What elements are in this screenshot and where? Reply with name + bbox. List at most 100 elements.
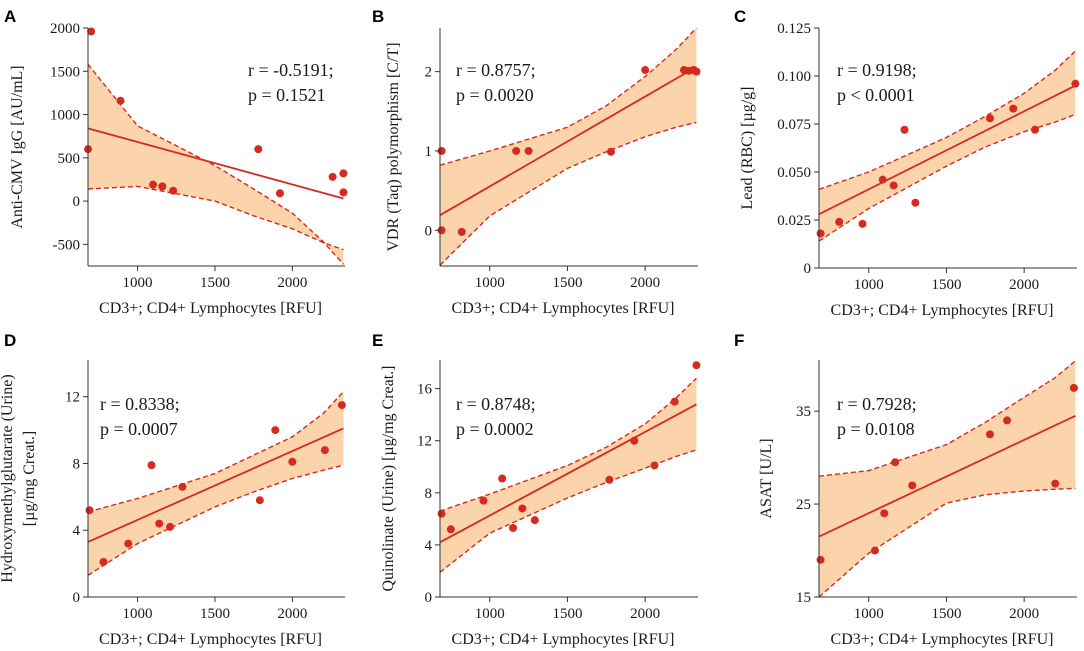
data-point-e-3	[479, 496, 488, 505]
x-axis-title-d: CD3+; CD4+ Lymphocytes [RFU]	[99, 631, 322, 648]
data-point-c-11	[1071, 79, 1080, 88]
data-point-c-10	[1031, 125, 1040, 134]
data-point-e-4	[498, 474, 507, 483]
data-point-d-1	[85, 506, 94, 515]
r-value-a: r = -0.5191;	[248, 60, 334, 80]
p-value-d: p = 0.0007	[100, 419, 178, 439]
ci-upper-line-e	[440, 377, 697, 512]
y-tick-label-f-2: 35	[796, 404, 811, 420]
x-axis-title-b: CD3+; CD4+ Lymphocytes [RFU]	[452, 300, 675, 317]
y-axis-title-e: Quinolinate (Urine) [µg/mg Creat.]	[380, 365, 397, 591]
y-axis-title-d-line-1: Hydroxymethylglutarate (Urine)	[0, 374, 16, 582]
y-tick-label-d-1: 4	[73, 523, 81, 539]
data-point-b-6	[606, 147, 615, 156]
y-tick-label-f-0: 15	[796, 590, 811, 606]
data-point-a-7	[254, 145, 263, 154]
y-axis-title-c: Lead (RBC) [µg/g]	[739, 87, 756, 210]
data-point-f-6	[985, 430, 994, 439]
y-tick-label-a-0: -500	[53, 237, 81, 253]
regression-line-e	[440, 403, 697, 544]
data-point-e-11	[670, 397, 679, 406]
data-point-c-7	[911, 198, 920, 207]
p-value-a: p = 0.1521	[248, 85, 326, 105]
y-tick-label-c-3: 0.075	[777, 117, 811, 133]
plot-area-a	[88, 63, 345, 265]
data-point-a-5	[158, 182, 167, 191]
ci-lower-line-c	[819, 113, 1076, 242]
confidence-band-d	[88, 391, 344, 576]
confidence-band-f	[819, 360, 1076, 597]
x-tick-label-f-0: 1000	[854, 606, 884, 622]
x-tick-label-d-1: 1500	[200, 606, 230, 622]
plot-area-e	[440, 377, 697, 573]
ci-upper-line-c	[819, 50, 1076, 190]
y-tick-label-c-5: 0.125	[777, 21, 811, 37]
y-tick-label-b-1: 1	[425, 144, 433, 160]
data-point-e-7	[530, 516, 539, 525]
data-point-a-11	[339, 169, 348, 178]
data-point-a-9	[328, 172, 337, 181]
data-point-c-6	[900, 125, 909, 134]
x-tick-label-f-2: 2000	[1009, 606, 1039, 622]
ci-lower-line-f	[819, 487, 1076, 597]
data-point-f-2	[870, 546, 879, 555]
x-axis-title-e: CD3+; CD4+ Lymphocytes [RFU]	[452, 631, 675, 648]
panel-letter-e: E	[372, 331, 383, 350]
data-point-e-2	[446, 525, 455, 534]
data-point-b-7	[641, 66, 650, 75]
r-value-e: r = 0.8748;	[456, 394, 536, 414]
p-value-f: p = 0.0108	[837, 419, 915, 439]
data-point-c-1	[816, 229, 825, 238]
data-point-d-3	[124, 539, 133, 548]
data-point-c-2	[835, 217, 844, 226]
y-tick-label-e-2: 8	[425, 486, 433, 502]
x-tick-label-e-2: 2000	[630, 606, 660, 622]
data-point-b-3	[457, 227, 466, 236]
panel-letter-a: A	[4, 7, 16, 26]
x-tick-label-a-1: 1500	[200, 275, 230, 291]
y-tick-label-a-2: 500	[58, 151, 81, 167]
plot-area-f	[819, 360, 1076, 597]
data-point-f-3	[880, 509, 889, 518]
y-tick-label-e-4: 16	[417, 382, 433, 398]
data-point-e-6	[518, 504, 527, 513]
panel-a: -500 0 500 1000 1500 2000 1000 1500 2000 CD3+; CD…	[4, 7, 348, 317]
y-tick-label-c-1: 0.025	[777, 213, 811, 229]
data-point-f-7	[1003, 416, 1012, 425]
regression-line-d	[88, 427, 344, 543]
y-tick-label-a-3: 1000	[50, 108, 80, 124]
data-point-c-5	[889, 181, 898, 190]
panel-f: 15 25 35 1000 1500 2000 CD3+; CD4+ Lymphocytes…	[734, 331, 1078, 648]
data-point-e-1	[437, 509, 446, 518]
data-point-b-5	[524, 146, 533, 155]
data-point-f-9	[1069, 383, 1078, 392]
confidence-band-b	[440, 28, 697, 266]
data-point-a-10	[339, 188, 348, 197]
confidence-band-c	[819, 51, 1076, 242]
x-tick-label-e-1: 1500	[552, 606, 582, 622]
p-value-e: p = 0.0002	[456, 419, 534, 439]
data-point-d-2	[99, 557, 108, 566]
x-tick-label-c-1: 1500	[931, 277, 961, 293]
data-point-a-3	[116, 96, 125, 105]
y-tick-label-d-0: 0	[73, 590, 81, 606]
panel-letter-c: C	[734, 7, 746, 26]
y-axis-title-d-line-2: [µg/mg Creat.]	[21, 431, 38, 526]
x-tick-label-b-0: 1000	[475, 275, 505, 291]
ci-upper-line-a	[88, 63, 345, 265]
data-point-b-4	[512, 146, 521, 155]
data-point-a-6	[169, 186, 178, 195]
x-tick-label-d-0: 1000	[123, 606, 153, 622]
data-point-b-11	[692, 67, 701, 76]
y-tick-label-e-0: 0	[425, 590, 433, 606]
data-point-d-8	[255, 496, 264, 505]
data-point-d-10	[288, 457, 297, 466]
confidence-band-e	[440, 378, 697, 573]
y-tick-label-a-1: 0	[73, 194, 81, 210]
y-axis-title-b: VDR (Taq) polymorphism [C/T]	[385, 42, 402, 251]
regression-line-a	[88, 127, 344, 200]
regression-line-b	[440, 66, 697, 217]
y-tick-label-e-3: 12	[417, 434, 432, 450]
x-axis-title-f: CD3+; CD4+ Lymphocytes [RFU]	[831, 631, 1054, 648]
